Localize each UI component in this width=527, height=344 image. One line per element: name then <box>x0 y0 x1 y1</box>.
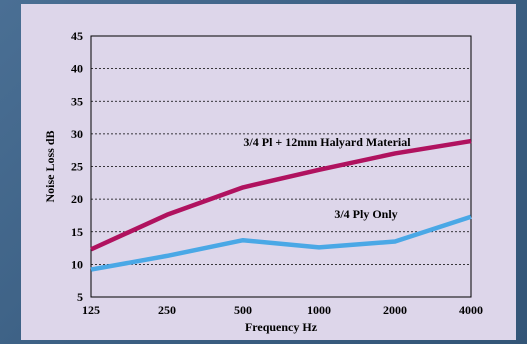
y-tick-label: 30 <box>71 127 83 141</box>
plot-frame <box>90 35 472 298</box>
y-tick-label: 35 <box>71 94 83 108</box>
x-tick-labels: 125 250 500 1000 2000 4000 <box>82 303 483 317</box>
x-axis-title: Frequency Hz <box>245 320 318 334</box>
series-lines <box>90 138 472 272</box>
y-tick-label: 40 <box>71 62 83 76</box>
series-label-1: 3/4 Pl + 12mm Halyard Material <box>243 135 411 149</box>
y-tick-label: 15 <box>71 225 83 239</box>
x-tick-label: 250 <box>158 303 176 317</box>
series-line-1 <box>90 138 472 252</box>
x-tick-label: 500 <box>234 303 252 317</box>
x-tick-label: 1000 <box>307 303 331 317</box>
x-tick-label: 2000 <box>383 303 407 317</box>
x-tick-label: 125 <box>82 303 100 317</box>
y-tick-label: 45 <box>71 29 83 43</box>
y-tick-label: 10 <box>71 257 83 271</box>
y-tick-label: 25 <box>71 160 83 174</box>
y-tick-labels: 5 10 15 20 25 30 35 40 45 <box>71 29 83 304</box>
chart-panel: 5 10 15 20 25 30 35 40 45 125 250 500 1000 2000 4000 … <box>21 4 516 340</box>
series-label-2: 3/4 Ply Only <box>334 207 397 221</box>
grid-lines <box>91 68 471 265</box>
y-axis-title: Noise Loss dB <box>43 130 57 202</box>
series-line-2 <box>90 214 472 272</box>
y-tick-label: 20 <box>71 192 83 206</box>
x-tick-label: 4000 <box>459 303 483 317</box>
series-annotations: 3/4 Pl + 12mm Halyard Material 3/4 Ply On… <box>243 135 411 221</box>
y-tick-label: 5 <box>77 290 83 304</box>
